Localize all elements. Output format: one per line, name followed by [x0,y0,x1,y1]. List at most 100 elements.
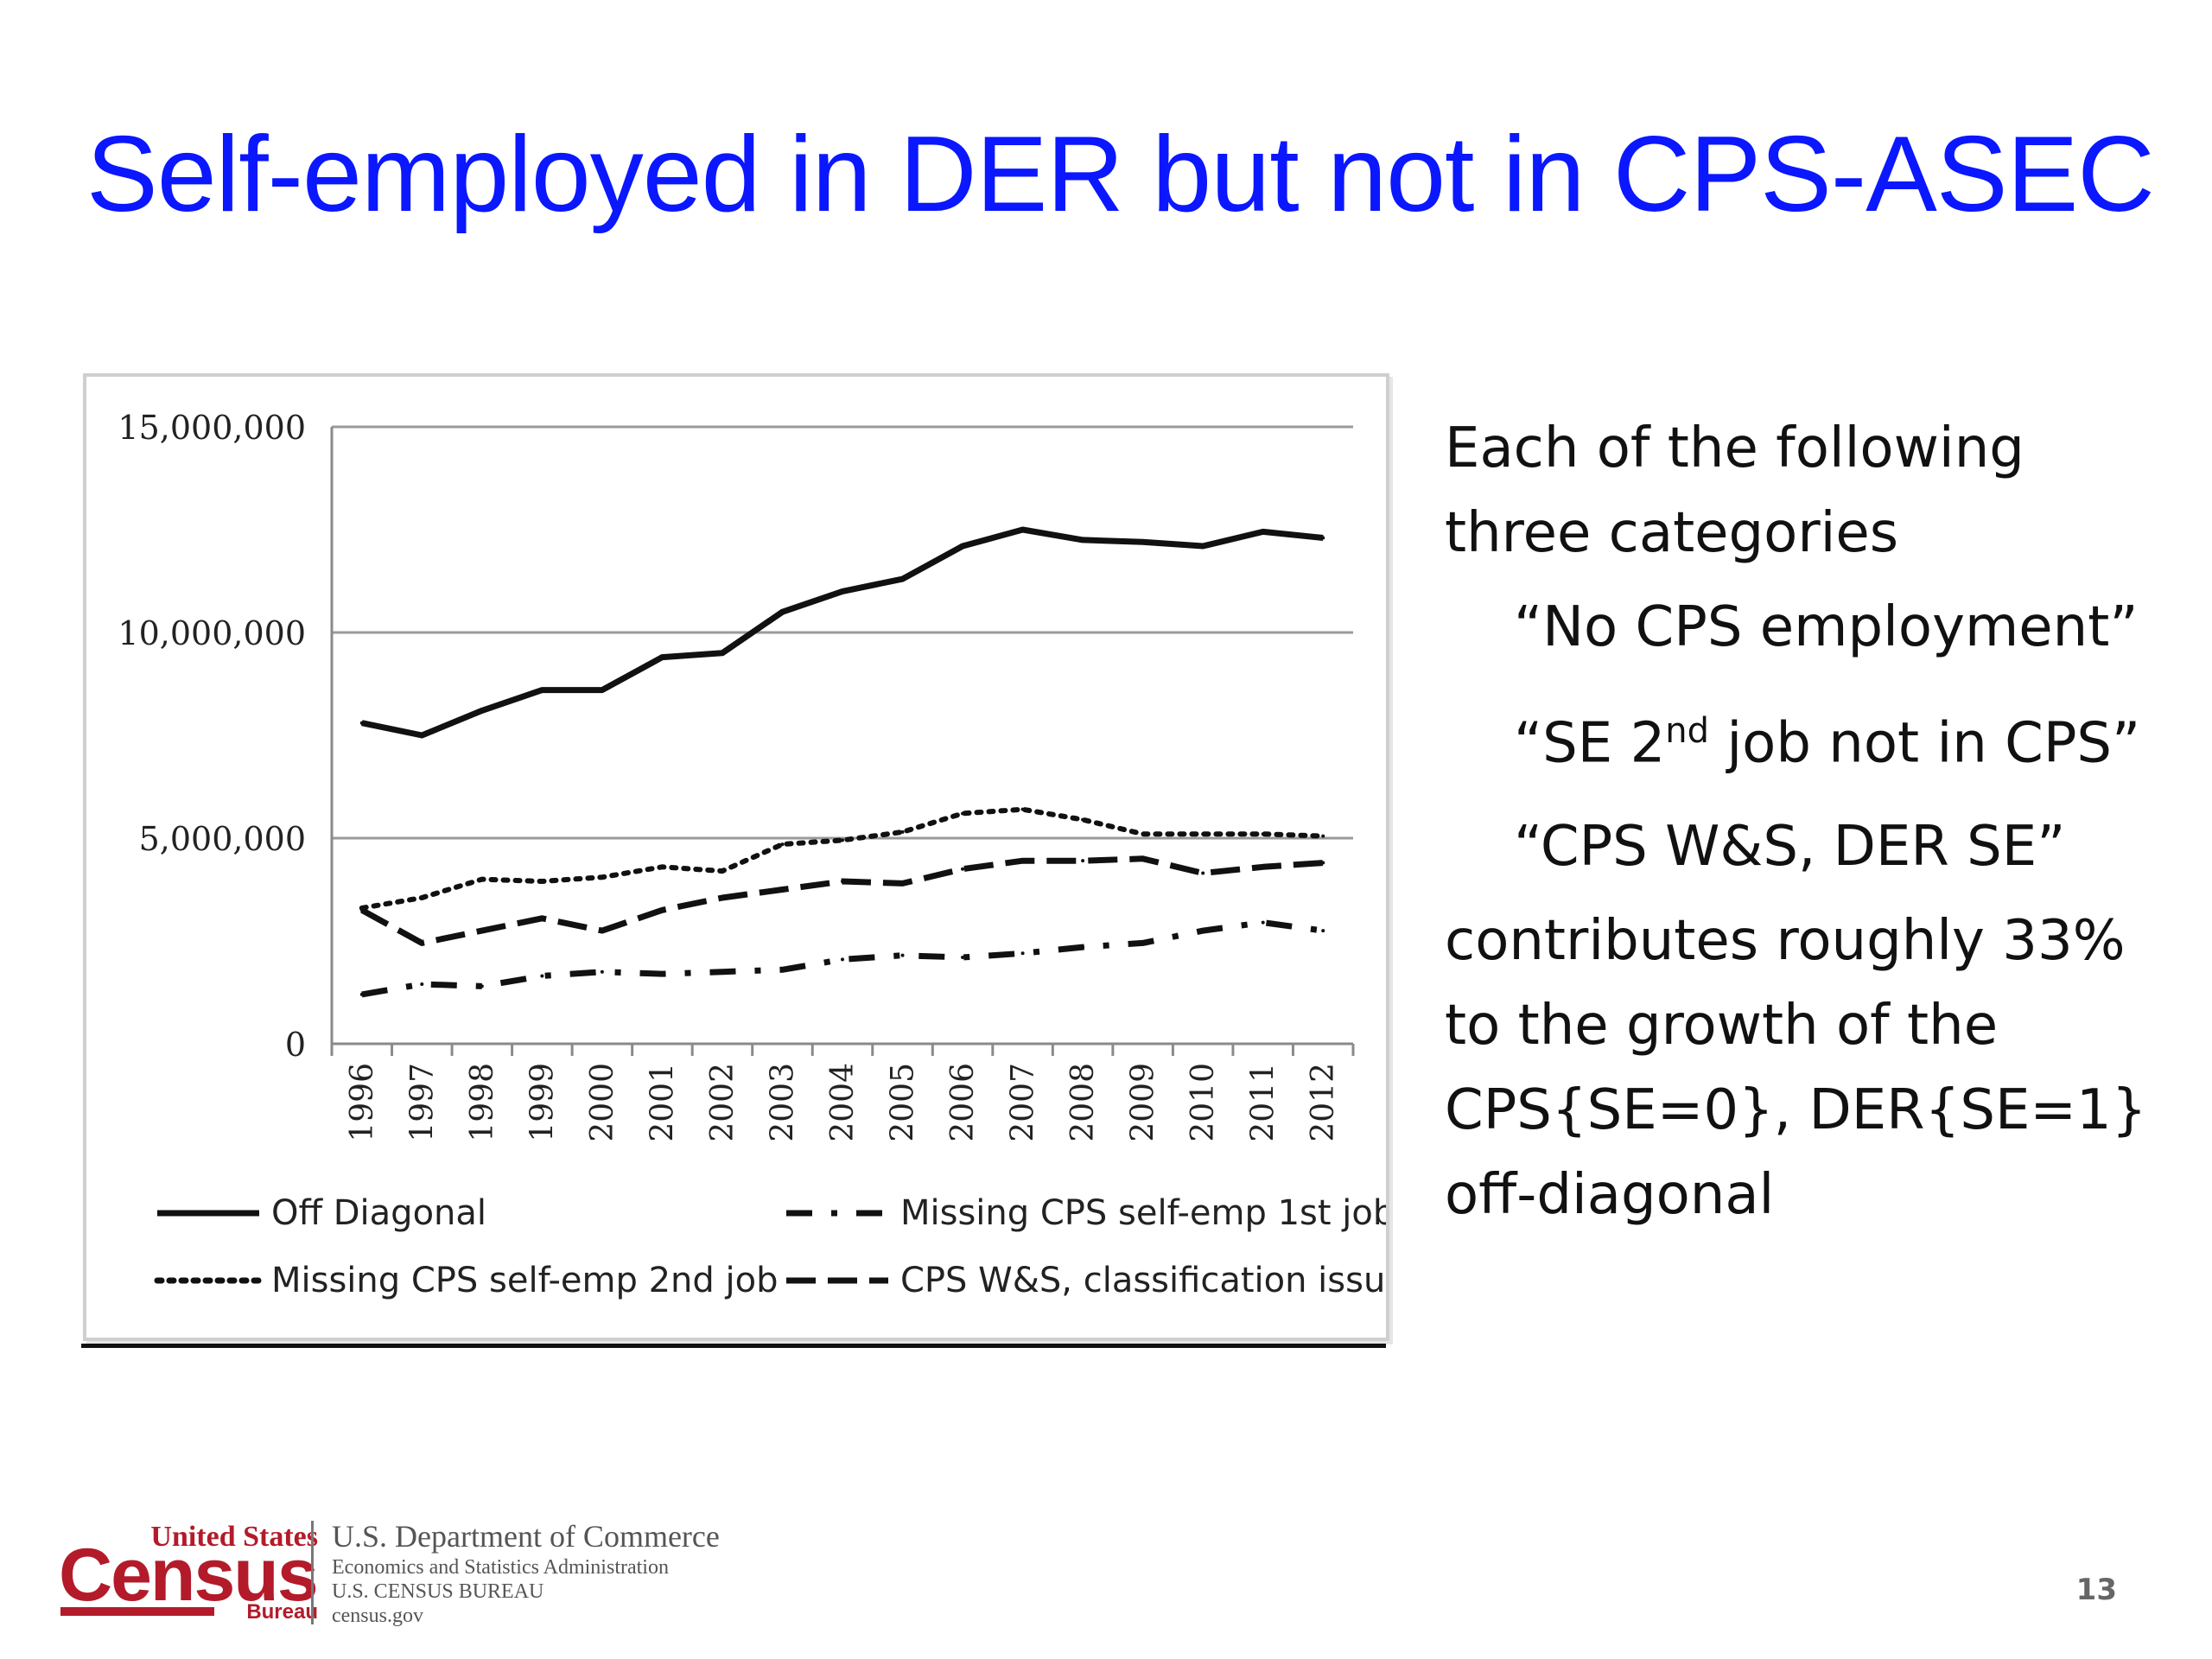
data-point [600,929,604,933]
y-tick-label: 0 [285,1026,306,1064]
category-item-3: “CPS W&S, DER SE” [1514,815,2066,880]
category-item-2-sup: nd [1665,711,1710,751]
logo-census: Census [59,1534,319,1617]
footer-line-4: census.gov [332,1605,423,1627]
y-tick-label: 10,000,000 [118,614,306,652]
slide-title: Self-employed in DER but not in CPS-ASEC [86,115,2155,234]
data-point [1201,544,1205,549]
x-tick-label: 2010 [1185,1063,1221,1142]
data-point [841,957,844,962]
series-line [361,919,1324,998]
data-point [480,877,484,881]
legend-label: CPS W&S, classification issue [900,1261,1386,1300]
text-line-2: three categories [1445,501,1899,565]
x-tick-label: 1997 [404,1063,440,1142]
data-point [841,589,844,594]
data-point [1261,920,1265,925]
data-point [1261,832,1265,836]
data-point [1081,817,1085,822]
logo-bureau: Bureau [246,1600,318,1624]
x-tick-label: 2011 [1246,1063,1281,1142]
data-point [480,709,484,713]
data-point [961,867,965,871]
data-point [1321,929,1325,933]
category-item-2-start: “SE 2 [1514,711,1666,776]
data-point [660,972,664,976]
y-tick-label: 15,000,000 [118,409,306,447]
data-point [540,974,544,978]
data-point [780,610,785,614]
data-point [1141,856,1145,861]
x-tick-label: 2009 [1126,1063,1161,1142]
chart-underline [81,1344,1386,1348]
text-line-3: contributes roughly 33% [1445,909,2126,974]
footer-text: U.S. Department of Commerce Economics an… [332,1517,720,1628]
x-tick-label: 2002 [705,1063,741,1142]
bullet-text: Each of the following three categories “… [1445,406,2188,1237]
data-point [720,651,724,655]
category-item-1: “No CPS employment” [1514,595,2139,659]
data-point [540,688,544,692]
data-point [841,838,844,842]
x-tick-label: 1998 [465,1063,500,1142]
x-tick-label: 2012 [1306,1063,1341,1142]
data-point [359,721,364,725]
series-line [360,855,1324,946]
footer-line-2: Economics and Statistics Administration [332,1556,669,1579]
data-point [961,544,965,549]
legend-label: Off Diagonal [271,1193,486,1233]
data-point [1081,859,1085,863]
data-point [961,956,965,960]
data-point [480,984,484,988]
legend-label: Missing CPS self-emp 1st job [900,1193,1386,1233]
data-point [540,916,544,920]
data-point [1081,537,1085,542]
x-tick-label: 2001 [645,1063,680,1142]
data-point [1081,945,1085,950]
data-point [1201,929,1205,933]
data-point [720,969,724,974]
data-point [1321,536,1325,540]
text-line-4: to the growth of the [1445,994,1999,1058]
data-point [600,875,604,880]
data-point [961,811,965,816]
x-tick-label: 1996 [345,1063,380,1142]
data-point [660,865,664,869]
footer-line-3: U.S. CENSUS BUREAU [332,1580,544,1603]
data-point [1261,865,1265,869]
data-point [841,879,844,883]
data-point [900,953,905,957]
y-tick-label: 5,000,000 [139,820,306,858]
data-point [780,968,785,972]
data-point [1261,530,1265,534]
x-tick-label: 2005 [886,1063,921,1142]
line-chart: 0 5,000,000 10,000,000 15,000,000 1996 1997 19… [118,409,1386,1300]
page-number: 13 [2075,1573,2117,1607]
logo-bar [60,1607,214,1616]
data-point [1141,540,1145,544]
data-point [540,879,544,883]
x-tick-label: 2003 [765,1063,800,1142]
data-point [359,992,364,996]
data-point [1020,951,1025,956]
x-tick-label: 2008 [1065,1063,1101,1142]
text-line-6: off-diagonal [1445,1163,1775,1228]
data-point [900,881,905,886]
data-point [1020,528,1025,531]
data-point [1020,807,1025,811]
x-tick-label: 1999 [524,1063,560,1142]
data-point [420,896,424,900]
x-tick-label: 2006 [945,1063,981,1142]
data-point [420,982,424,986]
data-point [1201,871,1205,875]
text-line-1: Each of the following [1445,416,2024,480]
category-item-2-end: job not in CPS” [1709,711,2141,776]
data-point [780,842,785,847]
data-point [720,896,724,900]
data-point [1321,861,1325,865]
data-point [600,969,604,974]
x-tick-label: 2004 [825,1063,861,1142]
data-point [359,908,364,912]
data-point [1141,832,1145,836]
data-point [480,929,484,933]
